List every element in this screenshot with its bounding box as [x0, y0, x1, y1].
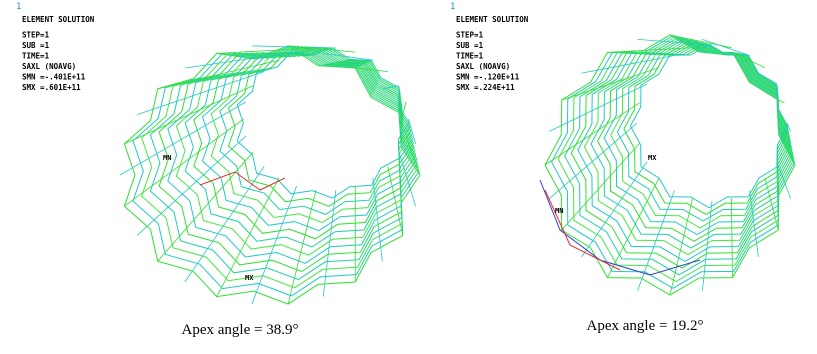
mesh-strut — [403, 102, 406, 115]
corner-label: 1 — [16, 2, 21, 12]
min-label: MN — [163, 154, 171, 162]
solution-line: STEP=1 — [22, 31, 50, 40]
solution-line: SMX =.224E+11 — [456, 83, 515, 92]
solution-line: ELEMENT SOLUTION — [456, 15, 529, 24]
figure: 1ELEMENT SOLUTIONSTEP=1SUB =1TIME=1SAXL … — [0, 0, 817, 354]
mesh-strut — [731, 198, 732, 277]
solution-line: STEP=1 — [456, 31, 484, 40]
solution-line: SAXL (NOAVG) — [456, 62, 510, 71]
mesh-strut — [778, 100, 784, 103]
solution-line: SMX =.601E+11 — [22, 83, 81, 92]
solution-line: ELEMENT SOLUTION — [22, 15, 95, 24]
max-label: MX — [245, 274, 254, 282]
solution-line: SUB =1 — [456, 41, 484, 50]
caption: Apex angle = 38.9° — [182, 322, 299, 338]
mesh-ring — [124, 46, 420, 304]
corner-label: 1 — [450, 2, 455, 12]
mesh-strut — [120, 102, 246, 175]
solution-line: TIME=1 — [22, 52, 50, 61]
mesh-ring — [584, 39, 791, 254]
mesh-strut — [185, 166, 264, 282]
solution-line: TIME=1 — [456, 52, 484, 61]
min-label: MN — [555, 207, 563, 215]
max-label: MX — [648, 154, 657, 162]
solution-line: SMN =-.401E+11 — [22, 73, 86, 82]
solution-line: SUB =1 — [22, 41, 50, 50]
solution-line: SMN =-.120E+11 — [456, 73, 520, 82]
caption: Apex angle = 19.2° — [587, 318, 704, 334]
solution-line: SAXL (NOAVG) — [22, 62, 76, 71]
mesh-edge — [545, 190, 620, 270]
